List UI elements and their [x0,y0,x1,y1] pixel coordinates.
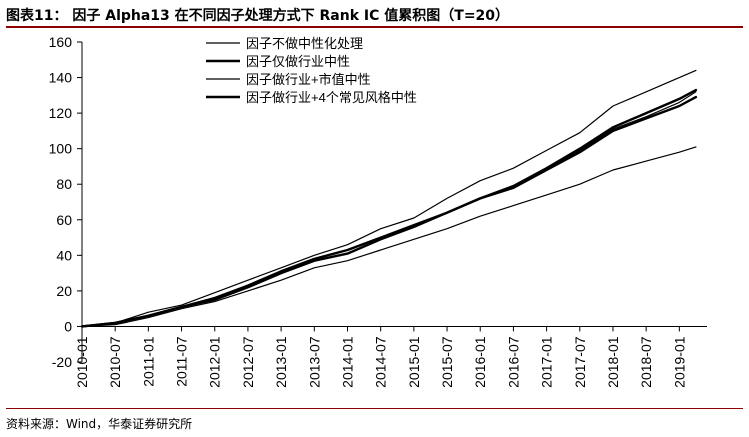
y-tick-label: 60 [56,212,72,228]
x-tick-label: 2010-01 [74,336,90,388]
x-tick-label: 2015-01 [406,336,422,388]
x-tick-label: 2018-07 [638,336,654,388]
series-line-5 [81,146,697,327]
figure-title: 图表11： 因子 Alpha13 在不同因子处理方式下 Rank IC 值累积图… [6,8,510,24]
series-line-1 [81,69,697,327]
y-tick-label: 120 [49,105,73,121]
y-tick-label: 140 [49,70,73,86]
x-tick-label: 2015-07 [439,336,455,388]
y-tick-label: 20 [56,283,72,299]
legend-label: 因子不做中性化处理 [246,36,363,51]
x-tick-label: 2014-01 [339,336,355,388]
series-line-4 [80,88,698,328]
x-tick-label: 2017-01 [539,336,555,388]
x-tick-label: 2011-01 [140,336,156,387]
x-tick-label: 2012-07 [240,336,256,388]
legend-label: 因子仅做行业中性 [246,54,350,69]
series-line-2 [80,95,698,328]
y-tick-label: 80 [56,176,72,192]
y-tick-label: 0 [64,318,72,334]
y-tick-label: 40 [56,247,72,263]
x-tick-label: 2016-07 [505,336,521,388]
x-tick-label: 2014-07 [373,336,389,388]
x-tick-label: 2016-01 [472,336,488,388]
x-tick-label: 2012-01 [207,336,223,388]
y-tick-label: -20 [52,354,72,370]
footer-rule [6,408,743,409]
y-tick-label: 100 [49,141,73,157]
x-tick-label: 2018-01 [605,336,621,388]
x-tick-label: 2011-07 [174,336,190,387]
x-tick-label: 2013-01 [273,336,289,388]
legend-label: 因子做行业+4个常见风格中性 [246,90,417,105]
title-rule [6,26,743,28]
source-note: 资料来源：Wind，华泰证券研究所 [6,417,193,431]
x-tick-label: 2013-07 [306,336,322,388]
legend-label: 因子做行业+市值中性 [246,72,371,87]
x-tick-label: 2017-07 [572,336,588,388]
chart-legend: 因子不做中性化处理因子仅做行业中性因子做行业+市值中性因子做行业+4个常见风格中… [206,36,417,105]
series-line-3 [81,91,697,327]
x-tick-label: 2019-01 [671,336,687,388]
x-tick-label: 2010-07 [107,336,123,388]
y-tick-label: 160 [49,34,73,50]
